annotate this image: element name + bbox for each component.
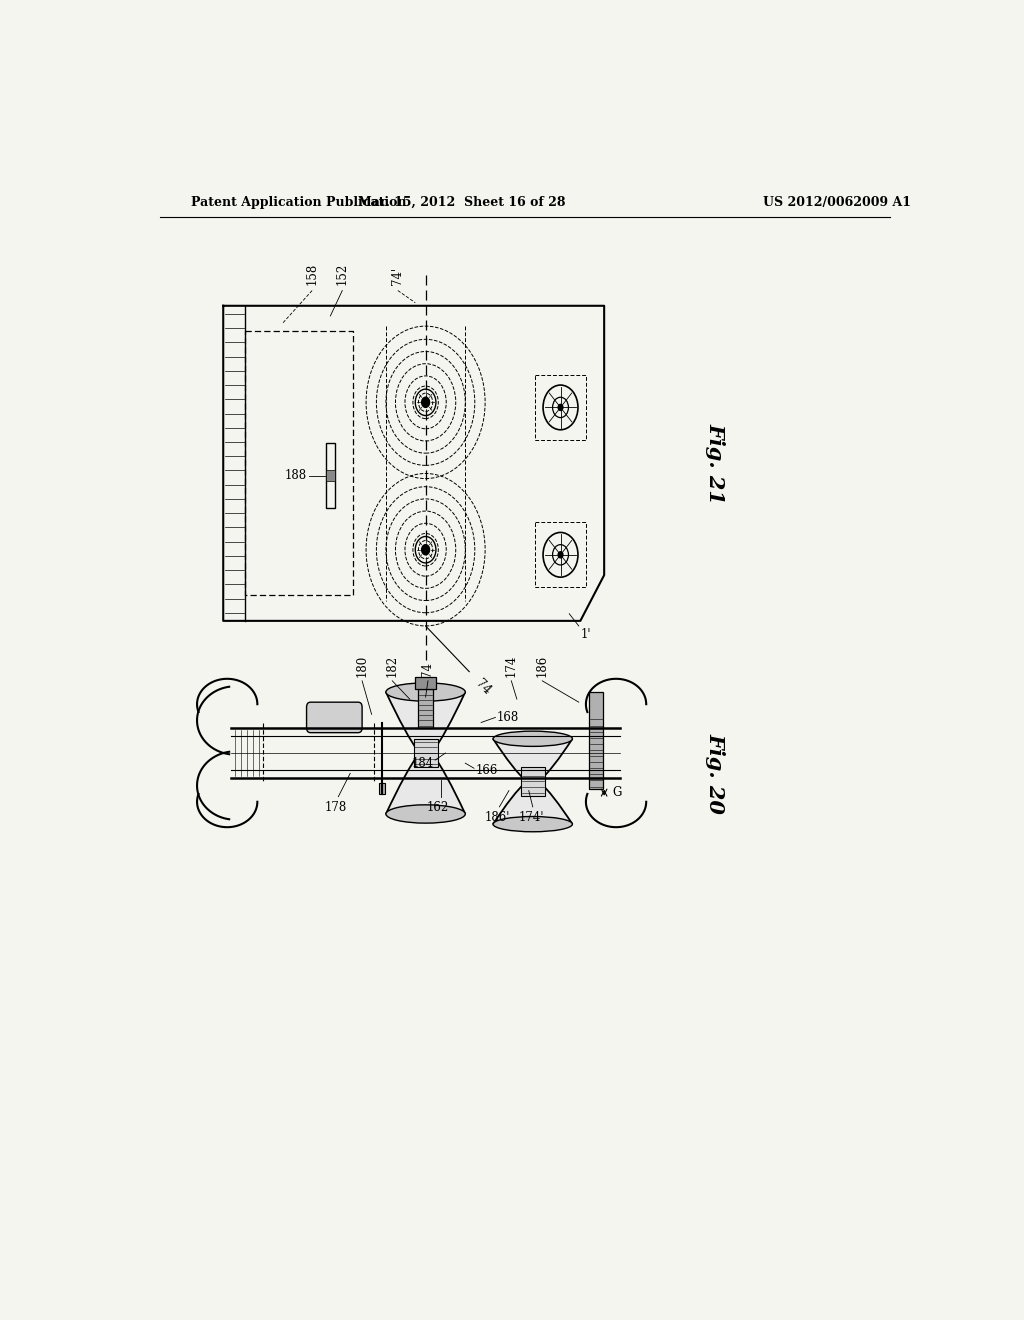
Circle shape [422,397,430,408]
Bar [419,689,433,727]
Text: 188: 188 [285,469,306,482]
Text: 158: 158 [305,263,318,285]
Text: 184: 184 [412,756,433,770]
Bar [521,767,545,796]
Text: 180: 180 [355,655,369,677]
Text: 174': 174' [518,810,544,824]
PathPatch shape [386,692,465,814]
Ellipse shape [494,731,572,746]
Text: 178: 178 [325,801,347,813]
Circle shape [422,545,430,554]
Text: 168: 168 [497,711,519,723]
Bar [326,444,335,508]
FancyBboxPatch shape [306,702,362,733]
Circle shape [558,404,563,411]
Text: Mar. 15, 2012  Sheet 16 of 28: Mar. 15, 2012 Sheet 16 of 28 [357,195,565,209]
Text: G: G [612,787,622,799]
Bar [379,784,385,793]
Text: 152: 152 [336,263,349,285]
Text: Patent Application Publication: Patent Application Publication [191,195,407,209]
Text: 1': 1' [581,628,591,642]
Bar [414,739,437,767]
Ellipse shape [386,805,465,824]
Text: 182: 182 [386,655,398,677]
Text: US 2012/0062009 A1: US 2012/0062009 A1 [763,195,911,209]
Ellipse shape [494,817,572,832]
Bar [589,692,603,788]
Text: 174: 174 [505,655,518,677]
Text: 74: 74 [422,661,434,677]
Text: Fig. 21: Fig. 21 [706,422,725,504]
Text: 74': 74' [391,268,404,285]
Bar [416,677,436,689]
Circle shape [558,552,563,558]
Text: 166: 166 [475,764,498,776]
Text: 186': 186' [484,810,510,824]
Text: 186: 186 [536,655,549,677]
Text: Fig. 20: Fig. 20 [706,733,725,813]
Ellipse shape [386,682,465,701]
Text: 162: 162 [426,801,449,813]
Text: 74: 74 [473,677,494,697]
Bar [326,470,335,480]
PathPatch shape [494,739,572,824]
